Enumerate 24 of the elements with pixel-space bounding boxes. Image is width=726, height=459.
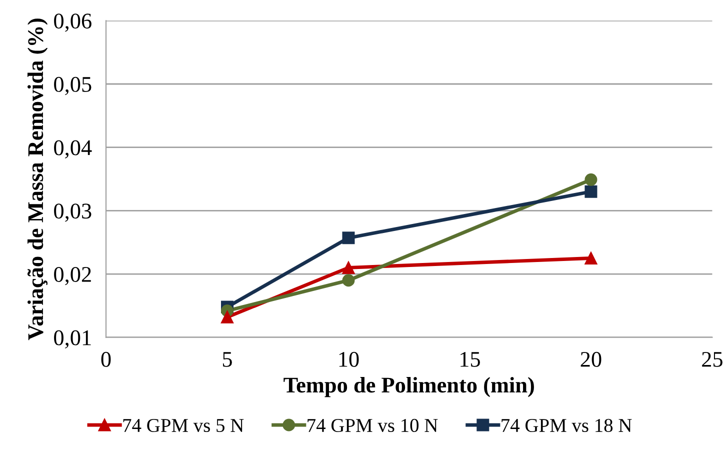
x-axis-title: Tempo de Polimento (min) xyxy=(284,376,534,398)
x-tick-label: 25 xyxy=(702,352,722,367)
y-axis-title: Variação de Massa Removida (%) xyxy=(27,18,48,340)
y-tick-label: 0,04 xyxy=(54,140,92,158)
point xyxy=(342,261,355,274)
x-tick-label: 5 xyxy=(222,352,232,367)
legend-label: 74 GPM vs 18 N xyxy=(502,418,632,432)
x-tick-label: 20 xyxy=(580,352,602,367)
x-tick-label: 10 xyxy=(339,352,359,367)
point xyxy=(342,274,355,287)
point xyxy=(220,310,234,324)
point xyxy=(584,252,598,264)
point xyxy=(342,232,355,244)
y-tick-label: 0,05 xyxy=(54,76,92,96)
y-tick-label: 0,06 xyxy=(54,14,92,32)
y-tick-label: 0,02 xyxy=(54,266,91,286)
x-tick-label: 15 xyxy=(460,352,480,367)
legend-label: 74 GPM vs 5 N xyxy=(123,418,244,432)
y-tick-label: 0,01 xyxy=(54,330,91,348)
legend-label: 74 GPM vs 10 N xyxy=(308,418,438,432)
y-tick-label: 0,03 xyxy=(54,204,92,222)
point xyxy=(584,173,598,186)
point xyxy=(584,185,598,198)
x-tick-label: 0 xyxy=(101,352,111,367)
